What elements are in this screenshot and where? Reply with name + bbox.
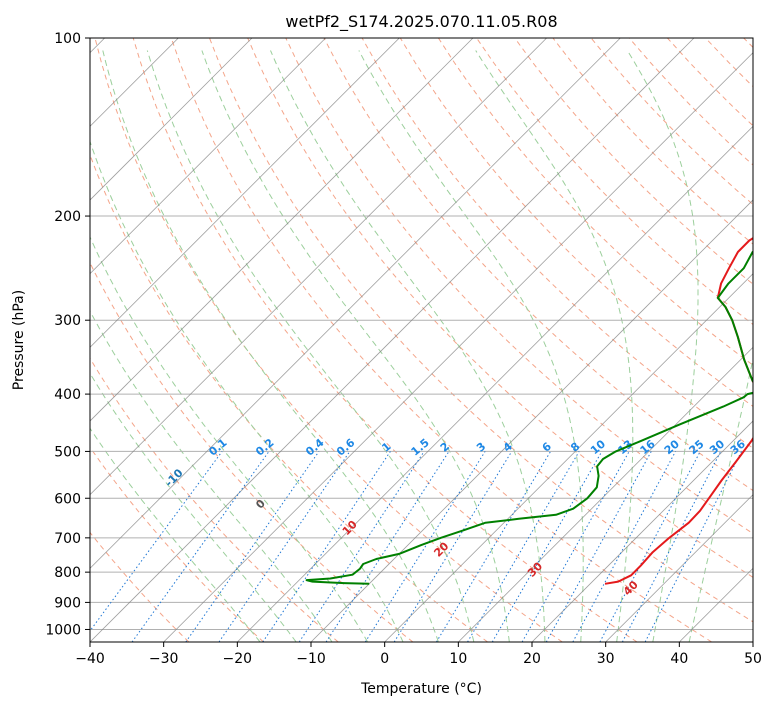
isotherm [90,38,474,422]
moist-adiabats [90,50,753,642]
x-tick-label: −20 [223,651,253,667]
mixing-ratio-line [572,451,676,642]
chart-title: wetPf2_S174.2025.070.11.05.R08 [285,12,557,32]
moist-adiabat [475,50,634,642]
y-tick-label: 200 [54,209,81,225]
dry-adiabat [514,38,753,285]
isotherm [90,38,253,201]
mixing-ratio-line [185,451,320,642]
y-tick-label: 600 [54,491,81,507]
moist-adiabat [146,50,475,642]
isotherm [531,420,753,642]
plot-area: 0.10.20.40.611.52346810131620253036-100-… [90,38,753,642]
y-axis-title: Pressure (hPa) [11,290,27,390]
x-axis: −40 −30 −20 −10 0 10 20 30 40 50 [75,642,762,667]
isotherm [90,38,400,348]
plot-frame [89,37,754,643]
profile-series [305,237,753,585]
mixing-ratio-line [393,451,513,642]
x-tick-label: 20 [523,651,541,667]
mixing-ratio-lines [90,451,742,642]
dewpoint-profile-line [305,250,753,585]
dry-adiabat [247,38,753,578]
mixing-ratio-line [491,451,603,642]
moist-adiabat [90,372,297,642]
dry-adiabat [132,38,638,642]
x-tick-label: 40 [670,651,688,667]
isotherm [237,125,753,642]
isotherm [458,346,753,642]
mixing-ratio-line [545,451,652,642]
x-tick-label: −10 [296,651,326,667]
y-tick-label: 800 [54,565,81,581]
x-axis-title: Temperature (°C) [360,681,482,697]
y-tick-label: 700 [54,531,81,547]
moist-adiabat [90,310,333,642]
isotherm [90,38,326,275]
dry-adiabat [94,38,563,642]
x-tick-label: 50 [744,651,762,667]
dry-adiabat [90,531,190,642]
isotherms [90,38,753,642]
dry-adiabat [209,38,753,623]
pressure-gridlines [90,38,753,630]
isotherm [605,494,753,642]
isotherm [90,38,547,496]
dry-adiabats [90,38,753,642]
isotherm [384,273,753,642]
moist-adiabat [626,50,699,642]
mixing-ratio-line [435,451,552,642]
y-tick-label: 900 [54,595,81,611]
moist-adiabat [90,427,261,642]
isotherm [90,38,695,642]
y-axis: 100 200 300 400 500 600 700 800 900 1000 [45,31,90,638]
dry-adiabat [399,38,753,408]
x-tick-label: 10 [449,651,467,667]
mixing-ratio-line [467,451,580,642]
moist-adiabat [201,50,510,642]
dry-adiabat [90,446,264,642]
y-tick-label: 400 [54,387,81,403]
mixing-ratio-line [90,451,223,632]
mixing-ratio-line [131,451,270,642]
y-tick-label: 100 [54,31,81,47]
moist-adiabat [90,139,404,642]
x-tick-label: −40 [75,651,105,667]
isotherm [163,52,753,642]
dry-adiabat [90,357,339,642]
mixing-ratio-line [521,451,630,642]
y-tick-label: 300 [54,313,81,329]
dry-adiabat [170,38,712,642]
x-tick-label: −30 [149,651,179,667]
x-tick-label: 0 [380,651,389,667]
isotherm [90,38,621,569]
moist-adiabat [102,50,439,642]
mixing-ratio-line [218,451,351,642]
isotherm [310,199,753,642]
x-tick-label: 30 [597,651,615,667]
mixing-ratio-line [325,451,450,642]
y-tick-label: 500 [54,444,81,460]
y-tick-label: 1000 [45,622,81,638]
moist-adiabat [270,50,546,642]
moist-adiabat [688,356,753,642]
dry-adiabat [90,153,488,642]
moist-adiabat [90,235,369,642]
mixing-ratio-line [364,451,486,642]
